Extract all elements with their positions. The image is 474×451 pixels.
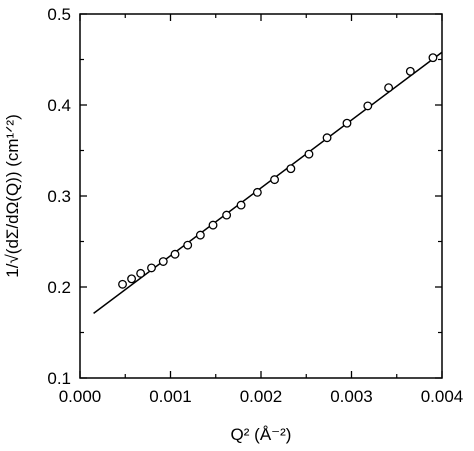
x-axis-label: Q² (Å⁻²) [231, 425, 292, 444]
data-point [118, 279, 127, 289]
y-tick-label: 0.1 [47, 369, 71, 388]
y-axis-label: 1/√(dΣ/dΩ(Q)) (cm¹ᐟ²) [3, 114, 22, 277]
data-point [127, 274, 137, 284]
data-point [183, 240, 193, 250]
data-point [170, 249, 180, 259]
tick-labels: 0.000 0.001 0.002 0.003 0.004 0.1 0.2 0.3 0.4 0.5 [47, 5, 463, 406]
y-tick-label: 0.3 [47, 187, 71, 206]
data-point [342, 118, 352, 128]
data-point [270, 175, 280, 185]
y-tick-label: 0.2 [47, 278, 71, 297]
data-point [286, 164, 296, 174]
data-point [147, 263, 156, 273]
data-point [405, 66, 415, 76]
data-point [363, 101, 373, 111]
data-point [236, 200, 246, 210]
x-tick-label: 0.001 [149, 387, 192, 406]
y-tick-label: 0.5 [47, 5, 71, 24]
plot-frame [79, 13, 443, 379]
y-tick-label: 0.4 [47, 96, 71, 115]
axis-ticks [79, 13, 443, 379]
x-tick-label: 0.004 [421, 387, 464, 406]
x-tick-label: 0.002 [240, 387, 283, 406]
x-tick-label: 0.000 [59, 387, 102, 406]
data-point [158, 257, 168, 266]
x-tick-label: 0.003 [330, 387, 373, 406]
data-point [222, 210, 232, 220]
data-point [384, 83, 394, 93]
data-points [118, 53, 438, 289]
data-point [195, 230, 205, 240]
data-point [136, 268, 146, 278]
data-point [428, 53, 438, 63]
data-point [322, 133, 332, 143]
data-point [252, 187, 262, 197]
data-point [304, 149, 314, 159]
data-point [208, 220, 218, 230]
